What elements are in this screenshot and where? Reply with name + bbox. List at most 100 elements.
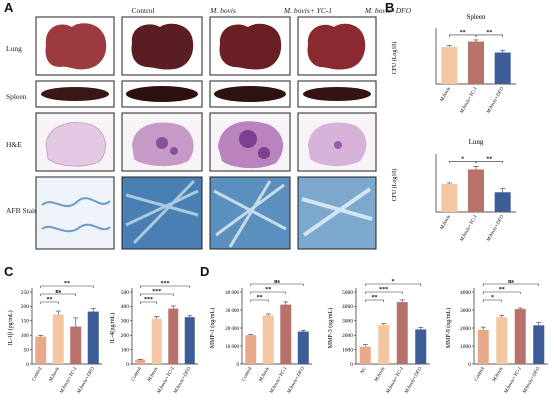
x-tick-label: M.bovis+DFO bbox=[286, 366, 306, 395]
x-tick-label: M.bovis bbox=[48, 366, 61, 383]
x-tick-label: M.bovis+DFO bbox=[76, 366, 96, 395]
bar bbox=[135, 359, 146, 364]
spleen-row bbox=[35, 80, 377, 108]
significance-bracket bbox=[482, 299, 503, 302]
bar bbox=[514, 309, 526, 364]
x-tick-label: Control bbox=[474, 366, 486, 382]
y-tick-label: 1000 bbox=[342, 347, 353, 353]
y-tick-label: 200 bbox=[121, 333, 130, 339]
bar bbox=[396, 302, 408, 364]
x-tick-label: Control bbox=[131, 366, 143, 382]
y-tick-label: 2000 bbox=[342, 333, 353, 339]
significance-label: *** bbox=[152, 289, 161, 295]
y-tick-label: 0 bbox=[350, 362, 353, 368]
bar bbox=[280, 304, 292, 364]
significance-label: *** bbox=[161, 281, 170, 287]
y-tick-label: 150 bbox=[21, 319, 30, 325]
significance-bracket bbox=[139, 301, 158, 304]
he-control-image bbox=[45, 122, 106, 167]
significance-label: ns bbox=[274, 279, 280, 285]
he-row bbox=[35, 112, 377, 172]
panel-letter-a: A bbox=[4, 0, 14, 15]
x-tick-label: M.bovis bbox=[147, 366, 160, 383]
x-tick-label: M.bovis+YC-1 bbox=[503, 367, 523, 396]
x-tick-label: Control bbox=[242, 366, 254, 382]
significance-label: ** bbox=[486, 156, 492, 162]
y-tick-label: 20 000 bbox=[225, 327, 239, 332]
significance-bracket bbox=[364, 283, 422, 286]
y-tick-label: 30 000 bbox=[225, 309, 239, 314]
y-tick-label: 3000 bbox=[460, 308, 471, 314]
y-tick-label: 0 bbox=[126, 362, 129, 368]
significance-bracket bbox=[139, 285, 191, 288]
significance-label: * bbox=[392, 279, 395, 285]
bar bbox=[494, 52, 511, 84]
column-heading-mbovis: M. bovis bbox=[210, 6, 236, 15]
y-tick-label: 100 bbox=[21, 333, 30, 339]
chart-il4: 0 100 200 300 400 500 IL-4(pg/mL) Control M.bovi… bbox=[109, 281, 198, 396]
bar bbox=[151, 318, 162, 364]
y-tick-label: 100 bbox=[121, 347, 130, 353]
x-tick-label: M.bovis+YC-1 bbox=[269, 367, 289, 396]
bar bbox=[359, 346, 371, 364]
significance-label: ** bbox=[47, 297, 53, 303]
y-tick-label: 0 bbox=[26, 362, 29, 368]
row-label-he: H&E bbox=[6, 140, 22, 149]
x-tick-label: M.bovis bbox=[374, 366, 387, 383]
significance-label: ** bbox=[460, 30, 466, 36]
chart-title: Spleen bbox=[466, 13, 486, 21]
chart-il1b: 0 50 100 150 200 250 IL-1β (pg/mL) Control M.bov… bbox=[7, 281, 102, 396]
y-tick-label: 3000 bbox=[342, 319, 353, 325]
chart-title: Lung bbox=[469, 138, 484, 146]
y-tick-label: 10 000 bbox=[225, 345, 239, 350]
spleen-mbovis-image bbox=[126, 86, 198, 102]
x-tick-label: M.bovis+DFO bbox=[486, 86, 506, 115]
x-tick-label: M.bovis+DFO bbox=[173, 366, 193, 395]
y-tick-label: 2000 bbox=[460, 326, 471, 332]
significance-bracket bbox=[364, 291, 403, 294]
column-heading-yc1: M. bovis+ YC-1 bbox=[283, 6, 333, 15]
y-tick-label: 4000 bbox=[342, 304, 353, 310]
significance-label: ** bbox=[265, 287, 271, 293]
significance-label: ** bbox=[486, 30, 492, 36]
afb-row bbox=[35, 176, 377, 250]
y-tick-label: 5000 bbox=[342, 290, 353, 296]
panel-letter-b: B bbox=[385, 0, 395, 15]
significance-label: ns bbox=[55, 289, 61, 295]
column-heading-dfo: M. bovis+DFO bbox=[364, 6, 412, 15]
bar bbox=[494, 192, 511, 212]
x-tick-label: M.bovis bbox=[439, 86, 452, 103]
y-tick-label: 1000 bbox=[460, 344, 471, 350]
x-tick-label: M.bovis bbox=[492, 366, 505, 383]
lung-mbovis-image bbox=[131, 23, 194, 70]
chart-mmp3: 0 1000 2000 3000 4000 5000 MMP-3 (ng/mL) NC M.bo… bbox=[327, 279, 430, 396]
chart-mmp1: 0 10 000 20 000 30 000 40 000 MMP-1 (ng/mL) Co… bbox=[209, 279, 312, 396]
y-tick-label: 300 bbox=[121, 319, 130, 325]
bar bbox=[35, 336, 47, 364]
significance-bracket bbox=[250, 291, 287, 294]
bar bbox=[441, 183, 458, 212]
y-axis-label: MMP-3 (ng/mL) bbox=[327, 308, 334, 349]
bar bbox=[441, 47, 458, 84]
significance-bracket bbox=[364, 299, 385, 302]
significance-label: * bbox=[491, 295, 494, 301]
lung-row bbox=[35, 16, 377, 76]
y-tick-label: 200 bbox=[21, 304, 30, 310]
significance-bracket bbox=[250, 283, 304, 286]
bar bbox=[415, 329, 427, 364]
panel-letter-d: D bbox=[200, 264, 210, 279]
significance-bracket bbox=[40, 293, 77, 296]
y-axis-label: IL-1β (pg/mL) bbox=[7, 310, 14, 345]
x-tick-label: Control bbox=[32, 366, 44, 382]
afb-control-image bbox=[35, 176, 115, 250]
bar bbox=[378, 325, 390, 364]
spleen-yc1-image bbox=[214, 86, 286, 102]
y-tick-label: 250 bbox=[21, 290, 30, 296]
significance-label: ns bbox=[508, 279, 514, 285]
x-tick-label: M.bovis bbox=[439, 214, 452, 231]
y-axis-label: MMP-9 (ng/mL) bbox=[445, 308, 452, 349]
panel-letter-c: C bbox=[4, 264, 14, 279]
significance-label: ** bbox=[372, 295, 378, 301]
significance-label: ** bbox=[257, 295, 263, 301]
significance-label: ** bbox=[64, 281, 70, 287]
